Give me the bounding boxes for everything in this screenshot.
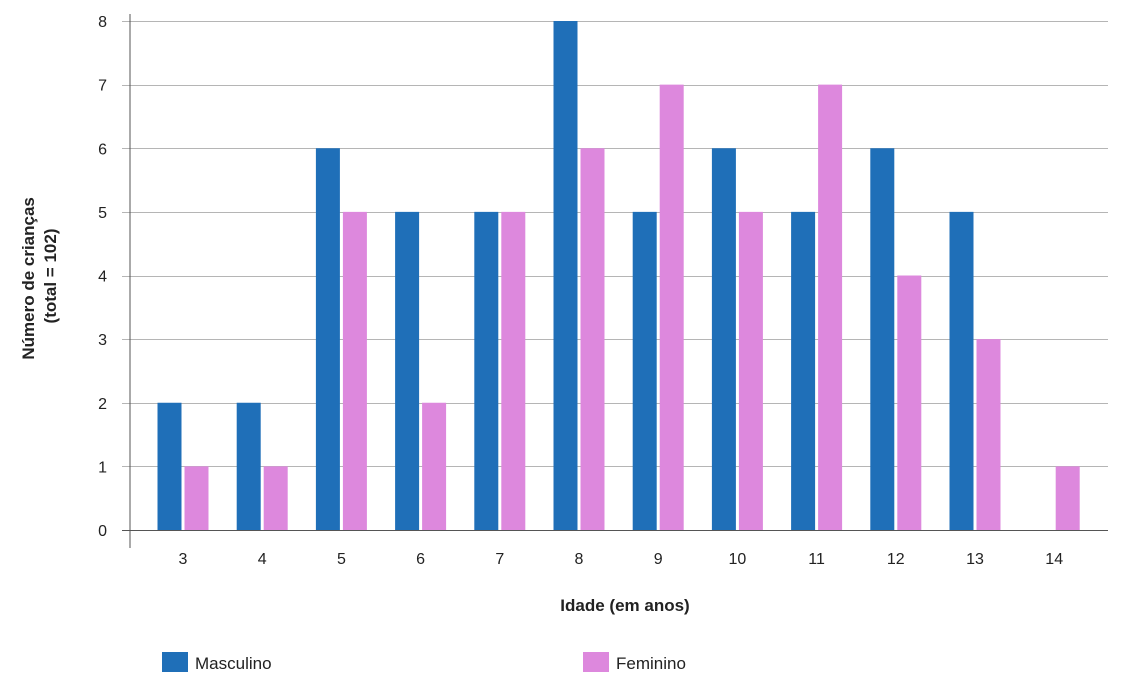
legend: Masculino Feminino bbox=[162, 652, 686, 673]
bar-feminino-11 bbox=[818, 84, 843, 530]
bar-masculino-6 bbox=[395, 211, 420, 530]
x-tick-label: 6 bbox=[416, 551, 425, 568]
bar-feminino-7 bbox=[501, 211, 526, 530]
bar-feminino-12 bbox=[897, 275, 922, 530]
bar-masculino-13 bbox=[949, 211, 974, 530]
x-tick-label: 11 bbox=[808, 551, 825, 568]
bar-feminino-10 bbox=[738, 211, 763, 530]
x-tick-label: 8 bbox=[575, 551, 584, 568]
bar-masculino-12 bbox=[870, 148, 895, 530]
x-tick-label: 13 bbox=[966, 551, 984, 568]
legend-label-masculino: Masculino bbox=[195, 654, 272, 672]
y-tick-label: 0 bbox=[98, 523, 107, 540]
bar-feminino-6 bbox=[422, 402, 447, 530]
x-tick-labels: 3 4 5 6 7 8 9 10 11 12 13 14 bbox=[179, 551, 1064, 568]
bar-feminino-4 bbox=[263, 466, 288, 530]
x-tick-label: 14 bbox=[1045, 551, 1063, 568]
x-tick-label: 7 bbox=[495, 551, 504, 568]
bars bbox=[157, 21, 1080, 530]
bar-feminino-14 bbox=[1055, 466, 1080, 530]
bar-feminino-8 bbox=[580, 148, 605, 530]
x-axis-title: Idade (em anos) bbox=[560, 596, 689, 615]
bar-feminino-9 bbox=[659, 84, 684, 530]
y-tick-label: 4 bbox=[98, 269, 107, 286]
bar-masculino-9 bbox=[632, 211, 657, 530]
bar-masculino-10 bbox=[711, 148, 736, 530]
bar-feminino-5 bbox=[342, 211, 367, 530]
x-tick-label: 4 bbox=[258, 551, 267, 568]
bar-masculino-7 bbox=[474, 211, 499, 530]
y-axis-title: Número de crianças (total = 102) bbox=[19, 192, 60, 359]
y-axis-title-line-2: (total = 102) bbox=[41, 229, 60, 324]
x-tick-label: 12 bbox=[887, 551, 905, 568]
legend-swatch-feminino bbox=[583, 652, 609, 672]
y-tick-label: 6 bbox=[98, 141, 107, 158]
x-tick-label: 5 bbox=[337, 551, 346, 568]
legend-swatch-masculino bbox=[162, 652, 188, 672]
bar-masculino-3 bbox=[157, 402, 182, 530]
bar-masculino-5 bbox=[315, 148, 340, 530]
legend-label-feminino: Feminino bbox=[616, 654, 686, 672]
y-tick-label: 2 bbox=[98, 396, 107, 413]
bar-masculino-8 bbox=[553, 21, 578, 530]
y-tick-label: 8 bbox=[98, 14, 107, 31]
bar-feminino-3 bbox=[184, 466, 209, 530]
y-tick-label: 1 bbox=[98, 459, 107, 476]
y-tick-labels: 0 1 2 3 4 5 6 7 8 bbox=[98, 14, 107, 540]
x-tick-label: 9 bbox=[654, 551, 663, 568]
x-tick-label: 10 bbox=[729, 551, 747, 568]
bar-masculino-11 bbox=[791, 211, 816, 530]
y-tick-label: 3 bbox=[98, 332, 107, 349]
y-axis-title-line-1: Número de crianças bbox=[19, 197, 38, 360]
x-tick-label: 3 bbox=[179, 551, 188, 568]
y-tick-label: 5 bbox=[98, 205, 107, 222]
axes bbox=[122, 14, 1108, 548]
bar-feminino-13 bbox=[976, 339, 1001, 530]
y-tick-label: 7 bbox=[98, 78, 107, 95]
bar-masculino-4 bbox=[236, 402, 261, 530]
